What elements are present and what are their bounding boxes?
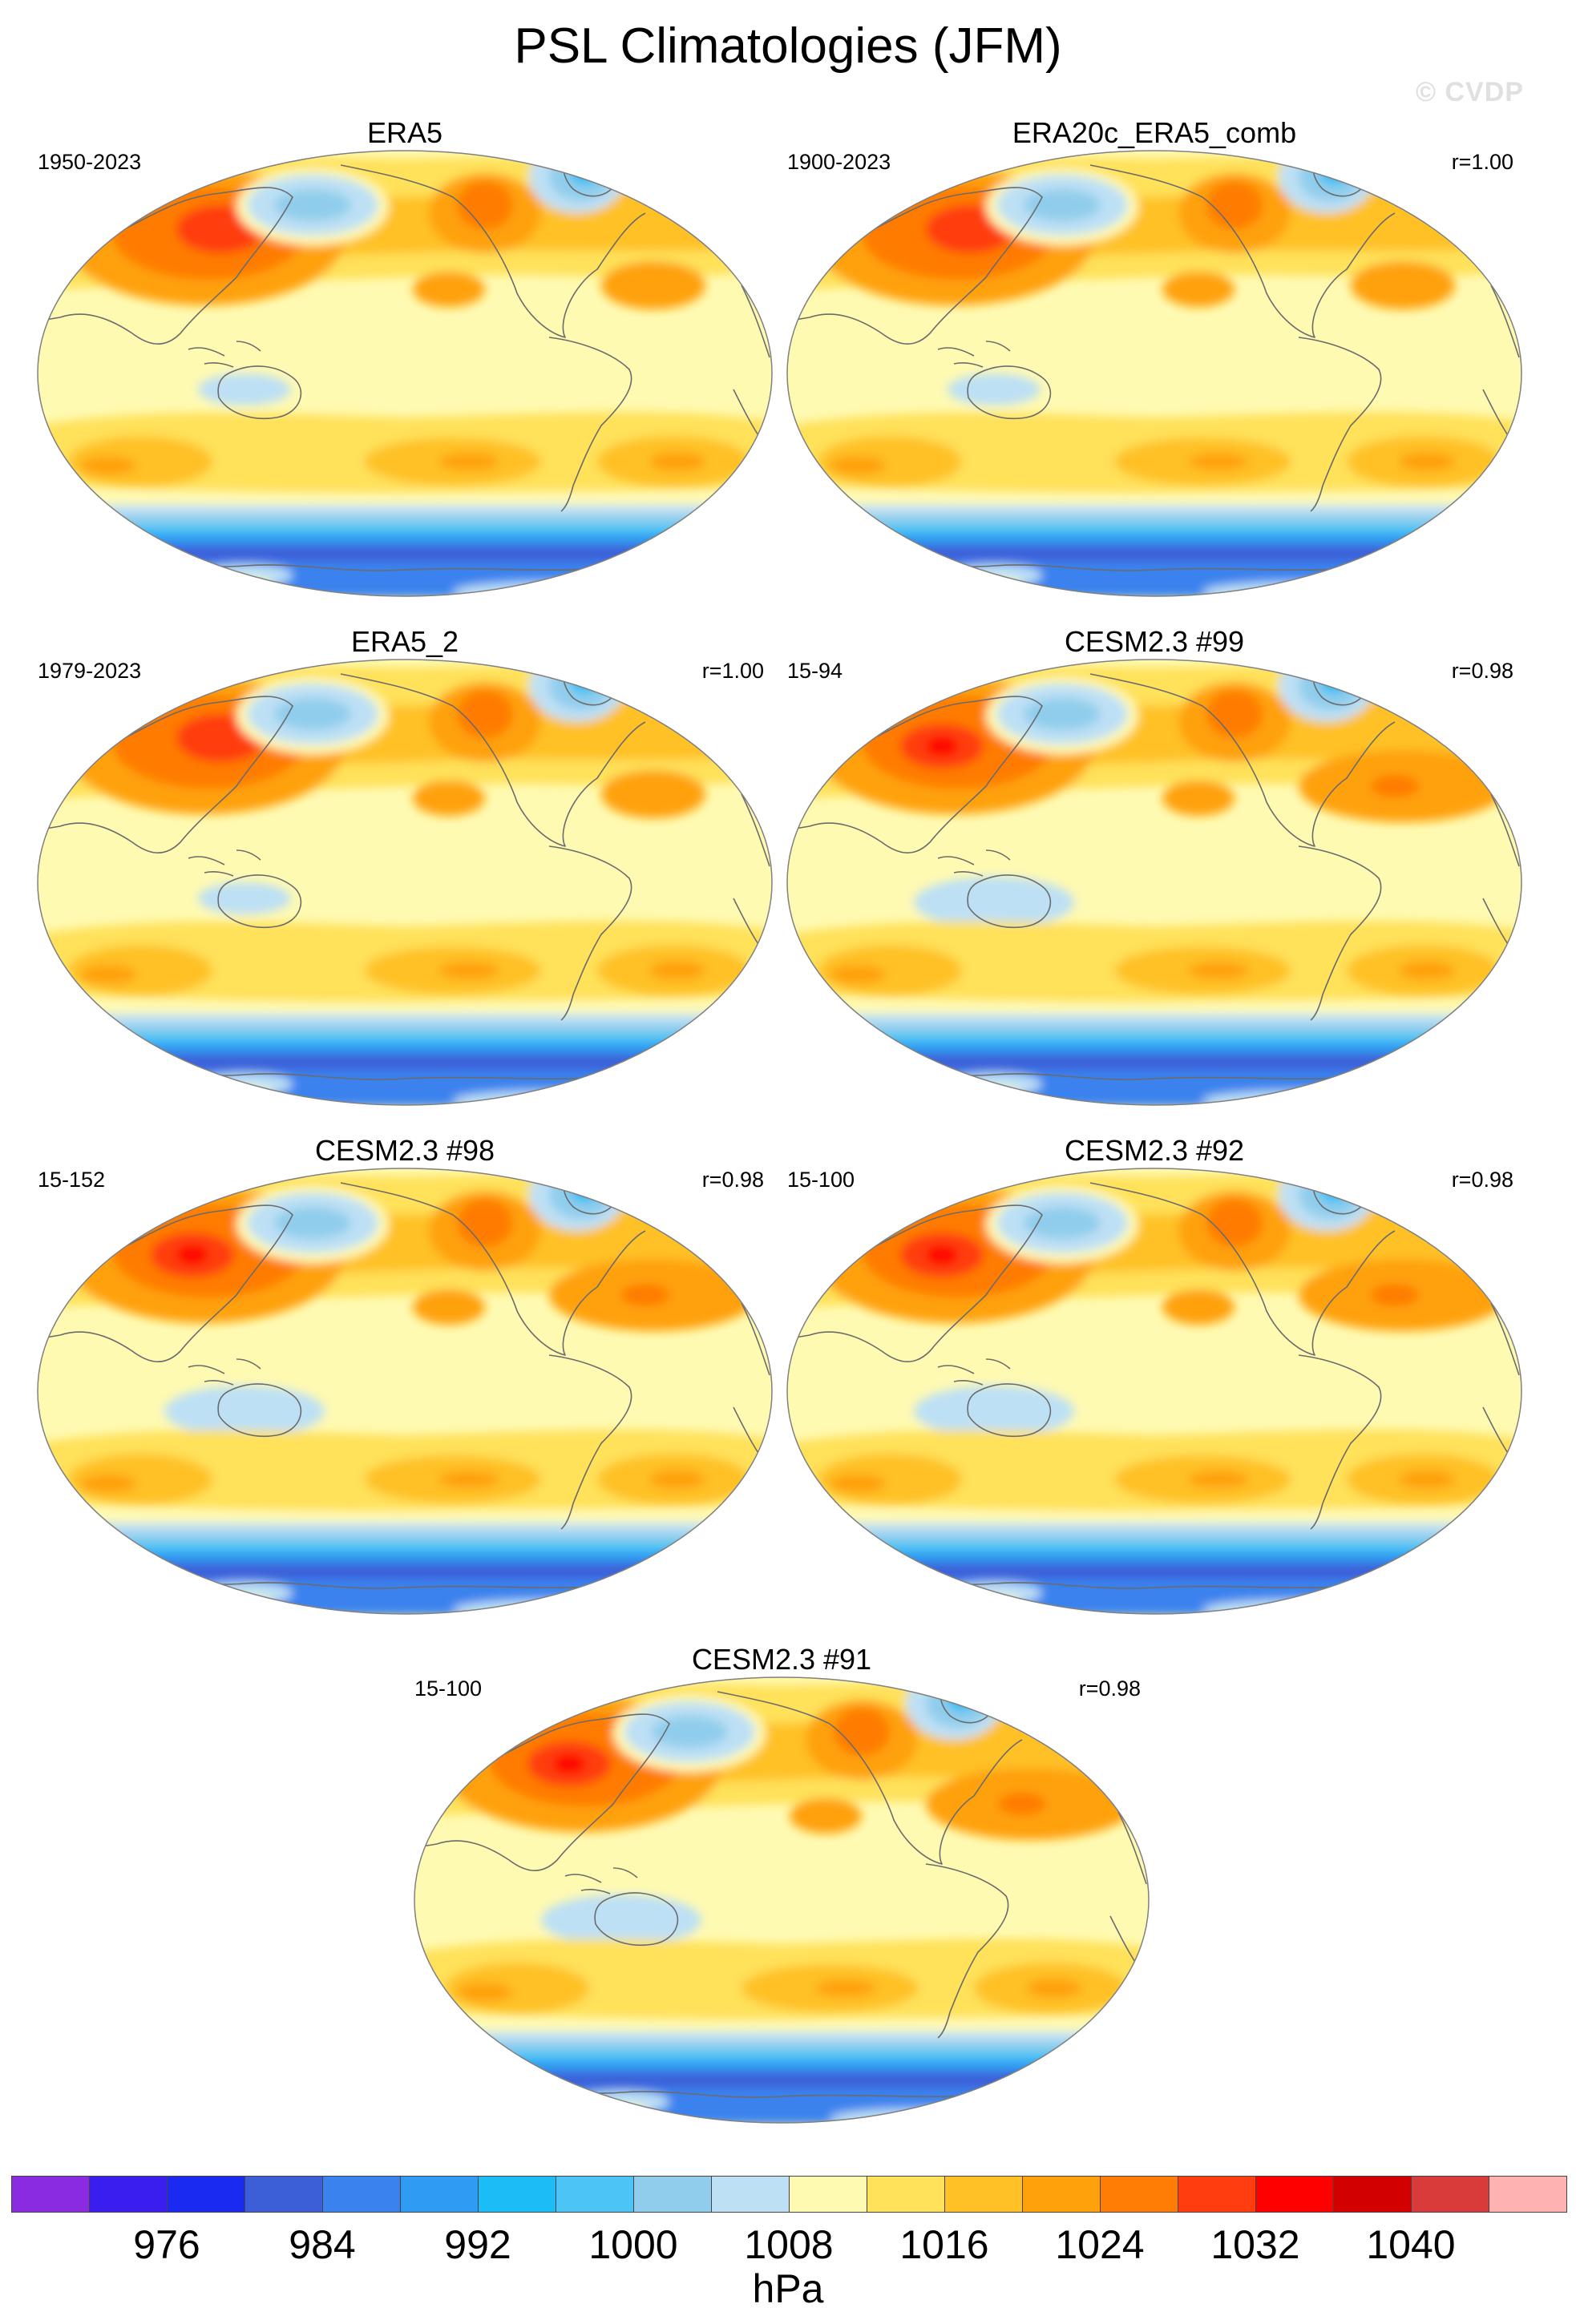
colorbar-box: [400, 2176, 479, 2213]
pressure-field: [38, 151, 772, 596]
psl-map: [414, 1676, 1150, 2124]
colorbar-box: [944, 2176, 1023, 2213]
panel-title: CESM2.3 #98: [314, 1134, 495, 1167]
psl-map: [37, 659, 773, 1106]
colorbar-box: [1100, 2176, 1178, 2213]
panel-title: ERA5_2: [350, 625, 459, 658]
panel-title: ERA5: [366, 116, 443, 149]
colorbar-tick-label: 1024: [1055, 2222, 1145, 2267]
colorbar-tick-label: 1016: [899, 2222, 989, 2267]
colorbar-tick-label: 976: [133, 2222, 200, 2267]
map-outline: [37, 1168, 773, 1615]
colorbar-tick-label: 1008: [744, 2222, 834, 2267]
map-panel: ERA20c_ERA5_comb 1900-2023 r=1.00: [786, 112, 1523, 597]
colorbar-box: [244, 2176, 323, 2213]
panel-period: 1900-2023: [787, 150, 891, 174]
colorbar-box: [322, 2176, 401, 2213]
pressure-field: [414, 1677, 1149, 2123]
pressure-field: [38, 660, 772, 1105]
colorbar-tick-label: 1000: [588, 2222, 678, 2267]
pressure-field: [38, 1168, 772, 1614]
map-outline: [37, 659, 773, 1106]
psl-map: [786, 150, 1522, 597]
map-panel: CESM2.3 #98 15-152 r=0.98: [36, 1130, 774, 1615]
colorbar-box: [11, 2176, 90, 2213]
watermark: © CVDP: [1416, 77, 1524, 107]
pressure-field: [787, 1168, 1521, 1614]
panel-correlation: r=0.98: [701, 1168, 764, 1192]
panel-correlation: r=1.00: [1451, 150, 1513, 174]
map-outline: [786, 1168, 1522, 1615]
panel-period: 1950-2023: [38, 150, 142, 174]
panel-period: 15-94: [787, 659, 843, 683]
psl-map: [786, 659, 1522, 1106]
psl-map: [37, 1168, 773, 1615]
panel-title: CESM2.3 #92: [1064, 1134, 1245, 1167]
colorbar-box: [1411, 2176, 1489, 2213]
pressure-field: [787, 660, 1521, 1105]
map-panel: ERA5 1950-2023: [36, 112, 774, 597]
panel-period: 15-152: [38, 1168, 106, 1192]
panel-title: CESM2.3 #91: [691, 1643, 872, 1676]
panel-title: ERA20c_ERA5_comb: [1012, 116, 1297, 149]
panel-title: CESM2.3 #99: [1064, 625, 1245, 658]
colorbar-box: [711, 2176, 790, 2213]
colorbar-box: [867, 2176, 945, 2213]
map-outline: [414, 1676, 1150, 2124]
psl-map: [37, 150, 773, 597]
colorbar-units: hPa: [752, 2266, 824, 2311]
map-panel: CESM2.3 #92 15-100 r=0.98: [786, 1130, 1523, 1615]
colorbar-box: [478, 2176, 556, 2213]
map-panel: CESM2.3 #99 15-94 r=0.98: [786, 621, 1523, 1106]
pressure-field: [787, 151, 1521, 596]
panel-correlation: r=0.98: [1078, 1676, 1141, 1701]
panel-correlation: r=0.98: [1451, 1168, 1513, 1192]
colorbar-box: [633, 2176, 712, 2213]
map-outline: [786, 659, 1522, 1106]
colorbar-box: [1255, 2176, 1334, 2213]
panel-correlation: r=0.98: [1451, 659, 1513, 683]
colorbar-tick-label: 1040: [1366, 2222, 1456, 2267]
colorbar-box: [1022, 2176, 1101, 2213]
panel-period: 1979-2023: [38, 659, 142, 683]
map-panel: CESM2.3 #91 15-100 r=0.98: [413, 1639, 1150, 2124]
map-outline: [37, 150, 773, 597]
colorbar-box: [556, 2176, 634, 2213]
panel-correlation: r=1.00: [701, 659, 764, 683]
colorbar-box: [1333, 2176, 1412, 2213]
colorbar: 976 984 992 1000 1008 1016 1024 1032 1040: [11, 2176, 1567, 2267]
colorbar-tick-label: 1032: [1210, 2222, 1300, 2267]
page-title: PSL Climatologies (JFM): [514, 18, 1062, 74]
panel-period: 15-100: [787, 1168, 855, 1192]
psl-map: [786, 1168, 1522, 1615]
map-outline: [786, 150, 1522, 597]
colorbar-box: [1489, 2176, 1567, 2213]
colorbar-box: [1178, 2176, 1256, 2213]
colorbar-box: [789, 2176, 867, 2213]
map-panel: ERA5_2 1979-2023 r=1.00: [36, 621, 774, 1106]
panel-period: 15-100: [414, 1676, 483, 1701]
colorbar-tick-label: 992: [444, 2222, 511, 2267]
colorbar-box: [89, 2176, 168, 2213]
colorbar-box: [167, 2176, 245, 2213]
colorbar-tick-label: 984: [289, 2222, 356, 2267]
